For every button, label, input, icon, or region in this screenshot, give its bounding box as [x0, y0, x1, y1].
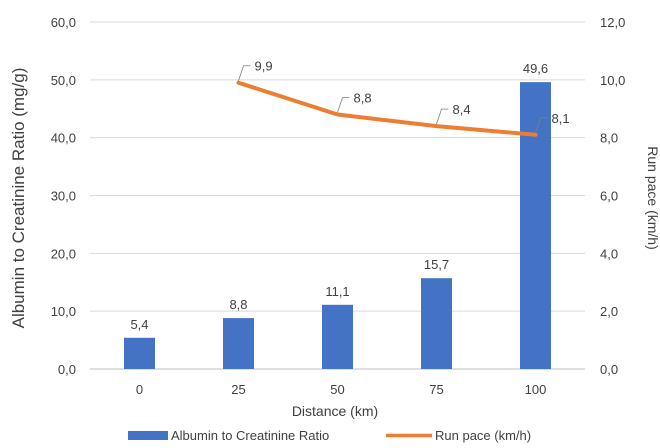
y2-tick-label: 4,0 [600, 246, 618, 261]
bar-data-label: 11,1 [325, 284, 349, 299]
legend-swatch-albumin [128, 431, 168, 440]
y2-tick-label: 6,0 [600, 189, 618, 204]
y2-tick-label: 8,0 [600, 131, 618, 146]
y-tick-label: 40,0 [51, 131, 76, 146]
bar [322, 304, 353, 369]
bar [421, 278, 452, 369]
bar [124, 337, 155, 369]
bar-data-label: 8,8 [229, 297, 247, 312]
legend-label-albumin: Albumin to Creatinine Ratio [171, 428, 329, 443]
gridlines [90, 21, 585, 370]
line-series [236, 80, 538, 137]
bar-data-label: 5,4 [130, 317, 148, 332]
line-data-label: 9,9 [255, 59, 273, 74]
y2-tick-label: 2,0 [600, 304, 618, 319]
y2-tick-label: 10,0 [600, 73, 625, 88]
axes: 0,0 0,0 10,0 2,0 20,0 4,0 30,0 6,0 40,0 8,0 50,0 10… [51, 15, 626, 397]
bar-data-label: 49,6 [523, 61, 548, 76]
bar-data-label: 15,7 [424, 257, 449, 272]
x-tick-label: 0 [136, 382, 143, 397]
x-tick-label: 25 [231, 382, 245, 397]
line-data-label: 8,8 [354, 91, 372, 106]
x-tick-label: 50 [330, 382, 344, 397]
y-tick-label: 20,0 [51, 246, 76, 261]
x-tick-label: 75 [429, 382, 443, 397]
bar-series [124, 82, 551, 369]
line-data-label: 8,4 [453, 102, 471, 117]
line-label-leader [337, 97, 350, 113]
y-tick-label: 50,0 [51, 73, 76, 88]
x-tick-label: 100 [525, 382, 547, 397]
bar [520, 82, 551, 369]
legend-label-run-pace: Run pace (km/h) [435, 428, 531, 443]
y2-tick-label: 0,0 [600, 362, 618, 377]
line-label-leader [436, 108, 449, 125]
legend: Albumin to Creatinine Ratio Run pace (km… [128, 428, 531, 443]
y2-axis-title: Run pace (km/h) [645, 146, 660, 249]
y-tick-label: 0,0 [58, 362, 76, 377]
y-tick-label: 60,0 [51, 15, 76, 30]
y-axis-title: Albumin to Creatinine Ratio (mg/g) [9, 68, 28, 329]
line-label-leader [238, 65, 251, 81]
x-axis-title: Distance (km) [292, 403, 378, 419]
line-data-label: 8,1 [552, 111, 570, 126]
bar [223, 318, 254, 369]
y-tick-label: 10,0 [51, 304, 76, 319]
line-label-leader [535, 117, 548, 133]
data-labels: 5,4 8,8 11,1 15,7 49,6 9,9 8,8 8,4 8,1 [130, 59, 569, 332]
y-tick-label: 30,0 [51, 189, 76, 204]
y2-tick-label: 12,0 [600, 15, 625, 30]
line-series-path [236, 80, 538, 137]
